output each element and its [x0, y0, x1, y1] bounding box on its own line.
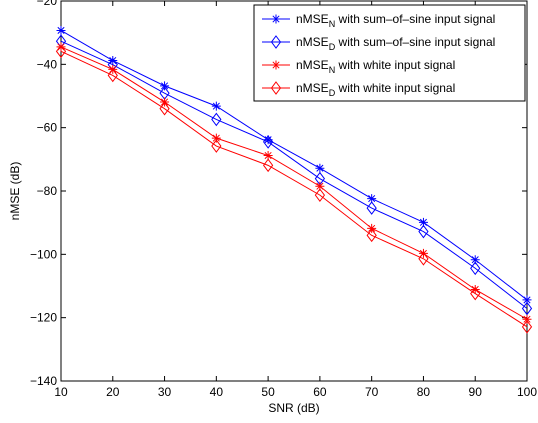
data-point — [160, 81, 170, 91]
data-point — [262, 135, 274, 149]
data-point — [367, 223, 377, 233]
x-tick-label: 70 — [365, 385, 379, 399]
legend-entry: nMSED with white input signal — [262, 81, 455, 98]
data-point — [418, 217, 428, 227]
data-point — [108, 56, 118, 66]
data-point — [522, 295, 532, 305]
y-tick-label: −80 — [37, 184, 58, 198]
data-point — [470, 284, 480, 294]
data-point — [366, 228, 377, 243]
legend-entry: nMSEN with white input signal — [262, 58, 455, 75]
series-layer — [55, 25, 533, 334]
y-tick-label: −100 — [30, 247, 57, 261]
x-tick-label: 40 — [210, 385, 224, 399]
series-4 — [55, 44, 533, 334]
data-point — [315, 163, 325, 173]
data-point — [521, 320, 533, 334]
legend-marker — [270, 81, 282, 95]
legend-box — [253, 4, 526, 102]
legend-label: nMSEN with sum–of–sine input signal — [296, 12, 495, 29]
data-point — [470, 286, 481, 301]
data-point — [159, 101, 170, 116]
x-tick-label: 30 — [158, 385, 172, 399]
data-point — [56, 25, 66, 35]
data-point — [263, 151, 273, 161]
x-tick-label: 50 — [261, 385, 275, 399]
series-line — [60, 40, 528, 309]
data-point — [366, 201, 377, 215]
data-point — [314, 188, 326, 202]
x-tick-label: 80 — [417, 385, 431, 399]
data-point — [211, 112, 222, 127]
legend-label: nMSEN with white input signal — [296, 58, 455, 75]
legend-label: nMSED with white input signal — [296, 81, 455, 98]
y-tick-label: −140 — [30, 374, 57, 388]
series-line — [60, 30, 528, 301]
data-point — [262, 158, 274, 173]
data-point — [522, 314, 532, 324]
x-tick-label: 90 — [469, 385, 483, 399]
data-point — [418, 224, 429, 239]
x-tick-label: 20 — [106, 385, 120, 399]
y-tick-label: −120 — [30, 311, 57, 325]
series-line — [60, 46, 528, 320]
series-line — [60, 50, 528, 328]
legend: nMSEN with sum–of–sine input signal nMSED… — [253, 4, 526, 102]
x-tick-label: 60 — [313, 385, 327, 399]
x-axis-label: SNR (dB) — [268, 401, 319, 415]
data-point — [470, 261, 481, 276]
data-point — [211, 133, 221, 143]
legend-entry: nMSED with sum–of–sine input signal — [262, 35, 495, 52]
data-point — [55, 44, 67, 59]
series-1 — [56, 25, 532, 305]
legend-marker — [270, 35, 282, 49]
legend-marker — [271, 60, 281, 70]
legend-label: nMSED with sum–of–sine input signal — [296, 35, 495, 52]
series-2 — [55, 34, 533, 316]
data-point — [211, 101, 221, 111]
data-point — [418, 251, 429, 266]
y-axis-label: nMSE (dB) — [8, 162, 22, 221]
y-tick-label: −60 — [37, 121, 58, 135]
data-point — [367, 194, 377, 204]
legend-marker — [271, 14, 281, 24]
data-point — [211, 139, 222, 153]
data-point — [470, 255, 480, 265]
data-point — [56, 42, 66, 52]
legend-entry: nMSEN with sum–of–sine input signal — [262, 12, 495, 29]
y-tick-label: −20 — [37, 0, 58, 8]
x-tick-label: 10 — [54, 385, 68, 399]
x-tick-label: 100 — [517, 385, 537, 399]
data-point — [315, 181, 325, 191]
data-point — [263, 135, 273, 145]
data-point — [107, 68, 118, 83]
data-point — [521, 301, 533, 316]
y-tick-label: −40 — [37, 57, 58, 71]
x-axis-ticks: 10 20 30 40 50 60 70 80 90 100 — [54, 1, 537, 399]
